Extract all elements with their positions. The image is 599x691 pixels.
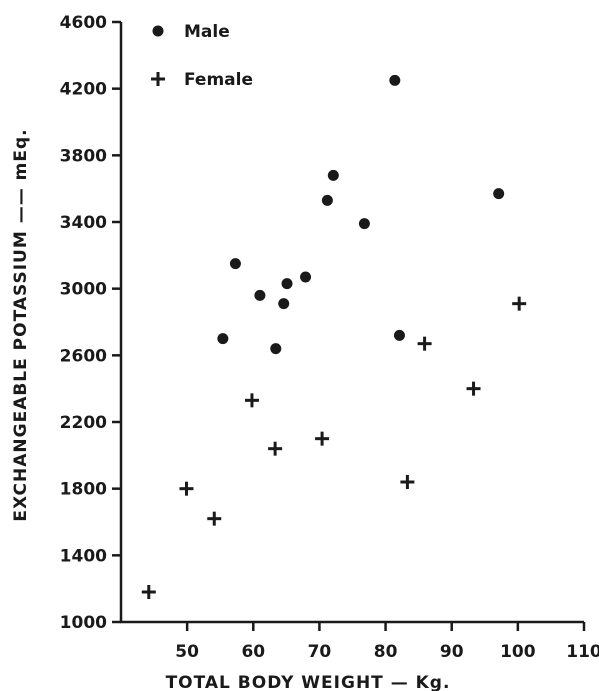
female-point — [179, 481, 194, 496]
male-point — [321, 194, 333, 206]
y-tick-label: 3400 — [60, 213, 107, 233]
male-point — [358, 218, 370, 230]
y-axis-title: EXCHANGEABLE POTASSIUM —— mEq. — [11, 128, 31, 521]
y-tick-label: 2600 — [60, 346, 107, 366]
x-tick-label: 110 — [566, 642, 599, 662]
x-tick-label: 70 — [308, 642, 332, 662]
female-point — [268, 441, 283, 456]
male-point — [493, 188, 505, 200]
y-tick-label: 2200 — [60, 413, 107, 433]
x-tick-label: 80 — [374, 642, 398, 662]
male-point — [217, 333, 229, 345]
x-axis-title: TOTAL BODY WEIGHT — Kg. — [166, 673, 451, 691]
y-tick-label: 4200 — [60, 80, 107, 100]
x-tick-label: 100 — [500, 642, 536, 662]
male-point — [389, 74, 401, 86]
male-point — [393, 329, 405, 341]
x-tick-label: 50 — [175, 642, 199, 662]
y-tick-label: 4600 — [60, 13, 107, 33]
male-point — [300, 271, 312, 283]
male-point — [229, 258, 241, 270]
y-tick-label: 1800 — [60, 480, 107, 500]
x-tick-label: 90 — [440, 642, 464, 662]
y-axis-ticks: 1000 1400 1800 2200 2600 3000 3400 3800 4200 4600 — [60, 13, 121, 633]
axes — [119, 22, 584, 624]
female-point — [141, 585, 156, 599]
legend-marker-female — [151, 72, 165, 86]
male-point — [281, 278, 293, 290]
x-axis-ticks: 50 60 70 80 90 100 110 — [175, 622, 599, 662]
x-tick-label: 60 — [241, 642, 265, 662]
male-point — [270, 343, 282, 355]
y-tick-label: 3000 — [60, 280, 107, 300]
y-tick-label: 1000 — [60, 613, 107, 633]
legend: Male Female — [151, 22, 253, 90]
female-point — [512, 296, 527, 311]
female-point — [466, 381, 481, 396]
legend-label-male: Male — [184, 22, 230, 42]
female-point — [207, 511, 222, 526]
female-point — [315, 431, 330, 446]
female-point — [400, 475, 415, 489]
data-points — [141, 74, 527, 599]
y-tick-label: 1400 — [60, 546, 107, 566]
male-point — [254, 289, 266, 301]
female-point — [244, 393, 259, 408]
legend-label-female: Female — [184, 70, 253, 90]
y-tick-label: 3800 — [60, 146, 107, 166]
male-point — [278, 298, 290, 310]
male-point — [327, 169, 339, 181]
female-point — [417, 336, 432, 351]
legend-marker-male — [152, 25, 164, 37]
